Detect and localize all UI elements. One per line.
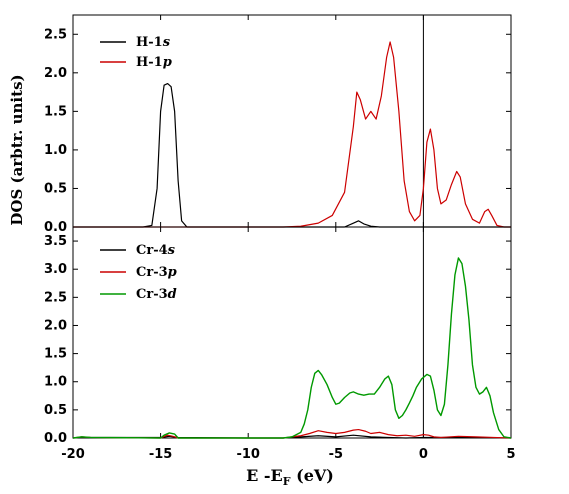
y-tick-label: 2.5: [44, 290, 67, 305]
x-tick-label: -15: [149, 447, 173, 462]
y-tick-label: 0.5: [44, 403, 67, 418]
x-tick-label: -20: [61, 447, 85, 462]
series-line-cr-4s: [72, 434, 512, 439]
y-tick-label: 3.0: [44, 262, 67, 277]
series-line-h-1s: [73, 83, 511, 228]
y-tick-label: 2.0: [44, 318, 67, 333]
series-line-cr-3p: [72, 428, 512, 439]
panel-frame: [72, 226, 512, 439]
legend: H-1s H-1p: [100, 35, 172, 70]
x-tick-label: -10: [236, 447, 260, 462]
x-axis-title: E -EF (eV): [246, 466, 334, 488]
y-tick-label: 0.5: [44, 181, 67, 196]
y-tick-label: 2.5: [44, 27, 67, 42]
legend-label: Cr-4s: [136, 243, 176, 258]
x-tick-label: 0: [419, 447, 428, 462]
x-tick-label: -5: [329, 447, 343, 462]
series-line-cr-3d: [72, 257, 512, 439]
x-tick-label: 5: [506, 447, 515, 462]
panel-h: 0.0 0.5 1.0 1.5 2.0 2.5 H-1s H-1p: [44, 14, 512, 235]
legend: Cr-4s Cr-3p Cr-3d: [100, 243, 177, 302]
x-axis: -20 -15 -10 -5 0 5: [61, 447, 515, 462]
panels-layer: 0.0 0.5 1.0 1.5 2.0 2.5 H-1s H-1p 0.0 0.5 1.0 1.5 2.…: [44, 14, 512, 446]
y-tick-label: 1.5: [44, 104, 67, 119]
y-axis-title: DOS (arbtr. units): [8, 74, 26, 225]
y-tick-label: 0.0: [44, 220, 67, 235]
y-tick-label: 3.5: [44, 234, 67, 249]
series-line-h-1p: [73, 41, 511, 228]
legend-label: H-1p: [136, 55, 172, 70]
y-tick-label: 2.0: [44, 66, 67, 81]
y-tick-label: 1.0: [44, 375, 67, 390]
legend-label: Cr-3p: [136, 265, 177, 280]
legend-label: H-1s: [136, 35, 171, 50]
y-tick-label: 0.0: [44, 431, 67, 446]
legend-label: Cr-3d: [136, 287, 177, 302]
panel-cr: 0.0 0.5 1.0 1.5 2.0 2.5 3.0 3.5 Cr-4s Cr-3p Cr-3d: [44, 226, 512, 446]
y-tick-label: 1.5: [44, 347, 67, 362]
y-tick-label: 1.0: [44, 143, 67, 158]
